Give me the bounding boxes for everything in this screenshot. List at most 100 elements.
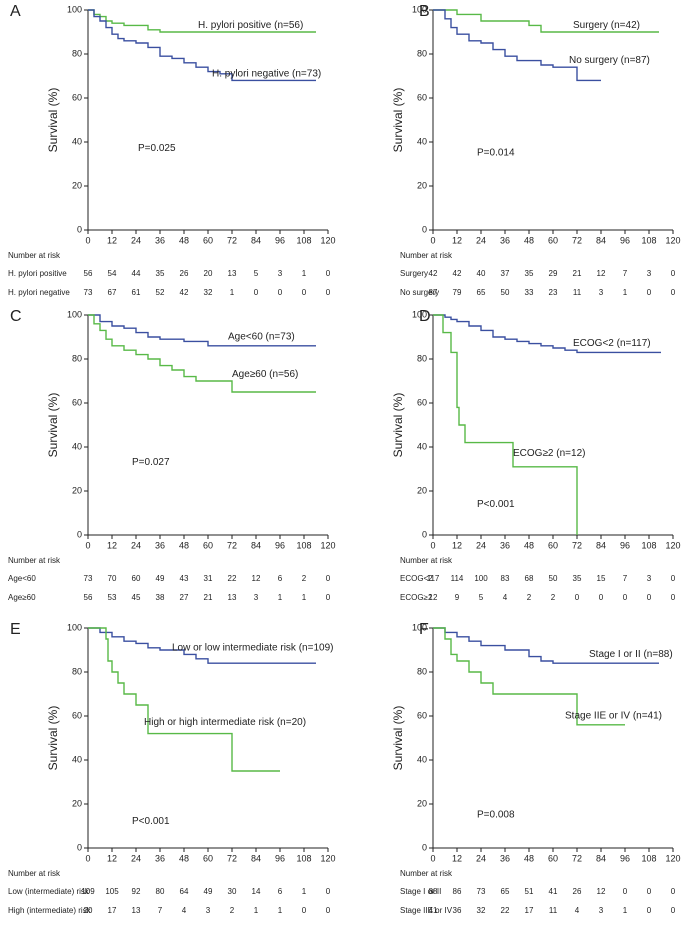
risk-value: 86 xyxy=(453,887,462,896)
risk-value: 73 xyxy=(84,574,93,583)
risk-value: 0 xyxy=(671,288,676,297)
survival-curve xyxy=(433,627,659,664)
risk-value: 42 xyxy=(429,269,438,278)
x-tick-label: 96 xyxy=(275,235,285,245)
x-tick-label: 12 xyxy=(107,540,117,550)
risk-value: 1 xyxy=(302,269,307,278)
risk-value: 35 xyxy=(525,269,534,278)
y-tick-label: 60 xyxy=(417,397,427,407)
risk-value: 22 xyxy=(501,906,510,915)
x-tick-label: 120 xyxy=(320,540,335,550)
x-tick-label: 24 xyxy=(476,853,486,863)
risk-value: 1 xyxy=(230,288,235,297)
y-axis-title: Survival (%) xyxy=(46,88,60,153)
x-tick-label: 96 xyxy=(620,540,630,550)
risk-value: 12 xyxy=(252,574,261,583)
series-label: Surgery (n=42) xyxy=(573,20,640,31)
survival-curve xyxy=(88,314,316,347)
risk-value: 52 xyxy=(156,288,165,297)
risk-value: 2 xyxy=(527,593,532,602)
risk-value: 14 xyxy=(252,887,261,896)
risk-value: 0 xyxy=(623,887,628,896)
risk-value: 105 xyxy=(105,887,119,896)
series-label: H. pylori negative (n=73) xyxy=(212,68,321,79)
y-axis-title: Survival (%) xyxy=(46,393,60,458)
risk-value: 65 xyxy=(477,288,486,297)
risk-value: 0 xyxy=(623,593,628,602)
risk-value: 73 xyxy=(477,887,486,896)
risk-value: 40 xyxy=(477,269,486,278)
risk-value: 20 xyxy=(84,906,93,915)
risk-value: 12 xyxy=(597,887,606,896)
risk-value: 7 xyxy=(623,574,628,583)
risk-value: 38 xyxy=(156,593,165,602)
y-tick-label: 40 xyxy=(417,136,427,146)
y-tick-label: 40 xyxy=(72,754,82,764)
x-tick-label: 120 xyxy=(665,235,680,245)
x-tick-label: 36 xyxy=(500,235,510,245)
y-tick-label: 60 xyxy=(72,710,82,720)
risk-row-name: Age≥60 xyxy=(8,593,36,602)
risk-value: 4 xyxy=(575,906,580,915)
y-tick-label: 0 xyxy=(77,529,82,539)
y-tick-label: 80 xyxy=(72,48,82,58)
risk-value: 11 xyxy=(573,288,582,297)
panel-label: F xyxy=(419,621,429,638)
x-tick-label: 60 xyxy=(203,853,213,863)
risk-table-title: Number at risk xyxy=(400,556,453,565)
risk-value: 30 xyxy=(228,887,237,896)
risk-value: 3 xyxy=(647,269,652,278)
x-tick-label: 108 xyxy=(296,235,311,245)
survival-curve xyxy=(88,9,316,33)
risk-value: 3 xyxy=(206,906,211,915)
survival-curve xyxy=(88,627,316,664)
y-tick-label: 20 xyxy=(417,180,427,190)
y-tick-label: 80 xyxy=(417,666,427,676)
risk-value: 7 xyxy=(158,906,163,915)
x-tick-label: 36 xyxy=(155,853,165,863)
series-label: No surgery (n=87) xyxy=(569,55,650,66)
series-label: ECOG<2 (n=117) xyxy=(573,338,651,349)
risk-value: 35 xyxy=(156,269,165,278)
y-tick-label: 40 xyxy=(417,441,427,451)
risk-value: 1 xyxy=(278,906,283,915)
risk-value: 70 xyxy=(108,574,117,583)
risk-value: 6 xyxy=(278,887,283,896)
risk-value: 37 xyxy=(501,269,510,278)
x-tick-label: 108 xyxy=(296,853,311,863)
risk-value: 114 xyxy=(451,574,464,583)
x-tick-label: 120 xyxy=(320,235,335,245)
y-tick-label: 0 xyxy=(77,224,82,234)
risk-value: 13 xyxy=(228,269,237,278)
y-tick-label: 100 xyxy=(412,309,427,319)
risk-value: 0 xyxy=(302,288,307,297)
risk-value: 117 xyxy=(427,574,440,583)
x-tick-label: 72 xyxy=(227,853,237,863)
risk-value: 12 xyxy=(597,269,606,278)
x-tick-label: 60 xyxy=(203,540,213,550)
x-tick-label: 72 xyxy=(227,235,237,245)
x-tick-label: 48 xyxy=(524,853,534,863)
y-tick-label: 100 xyxy=(67,309,82,319)
y-axis-title: Survival (%) xyxy=(391,706,405,771)
risk-value: 92 xyxy=(132,887,141,896)
survival-curve xyxy=(433,314,578,535)
x-tick-label: 120 xyxy=(665,853,680,863)
risk-value: 0 xyxy=(647,593,652,602)
survival-curve xyxy=(88,9,316,82)
series-label: H. pylori positive (n=56) xyxy=(198,20,303,31)
x-tick-label: 96 xyxy=(275,853,285,863)
x-tick-label: 60 xyxy=(548,853,558,863)
y-tick-label: 0 xyxy=(422,842,427,852)
risk-value: 50 xyxy=(501,288,510,297)
x-tick-label: 72 xyxy=(572,853,582,863)
risk-value: 21 xyxy=(204,593,213,602)
risk-value: 3 xyxy=(647,574,652,583)
risk-value: 65 xyxy=(501,887,510,896)
risk-value: 36 xyxy=(453,906,462,915)
risk-value: 4 xyxy=(182,906,187,915)
risk-value: 73 xyxy=(84,288,93,297)
risk-value: 2 xyxy=(551,593,556,602)
